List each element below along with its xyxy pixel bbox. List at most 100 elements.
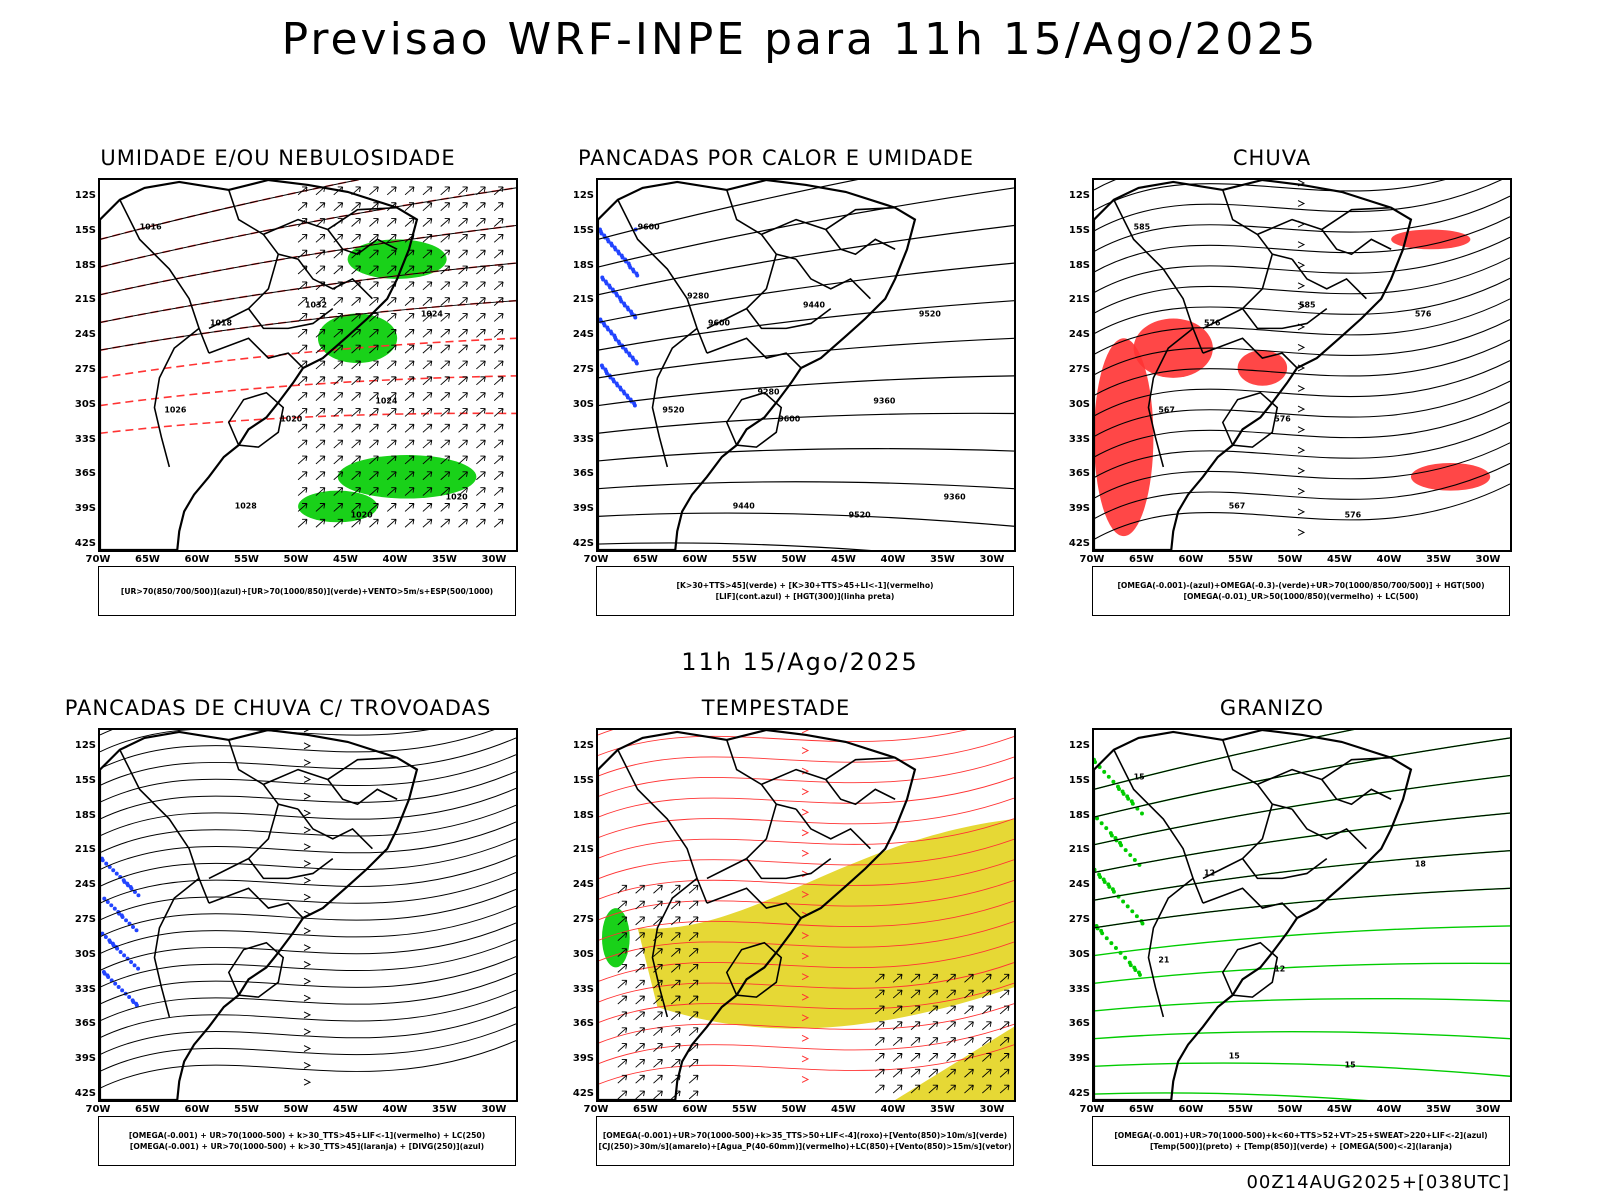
marker-dot bbox=[120, 914, 125, 919]
streamline bbox=[100, 730, 430, 753]
wind-vector bbox=[670, 1011, 681, 1021]
marker-dot bbox=[622, 391, 627, 396]
contour-label: 21 bbox=[1158, 955, 1169, 964]
border-line bbox=[706, 803, 778, 880]
wind-vector bbox=[458, 455, 468, 465]
wind-vector bbox=[928, 1068, 939, 1078]
border-line bbox=[1257, 756, 1392, 786]
wind-vector bbox=[333, 249, 344, 259]
forecast-map: 15 12 12 15 18 21 15 bbox=[1092, 728, 1512, 1102]
wind-vector bbox=[946, 973, 956, 983]
wind-vector bbox=[315, 408, 326, 417]
wind-vector bbox=[670, 964, 681, 973]
longitude-label: 45W bbox=[831, 554, 856, 565]
marker-dot bbox=[1121, 791, 1126, 796]
wind-vector bbox=[476, 439, 486, 449]
wind-vector bbox=[476, 503, 486, 512]
marker-dot bbox=[1113, 946, 1118, 950]
latitude-label: 33S bbox=[1068, 983, 1090, 995]
wind-vector bbox=[404, 455, 415, 465]
contour-line bbox=[1094, 774, 1510, 846]
wind-vector bbox=[493, 471, 504, 481]
marker-dot bbox=[1140, 921, 1145, 926]
shaded-area bbox=[1237, 350, 1288, 386]
wind-vector bbox=[386, 313, 397, 322]
marker-dot bbox=[1107, 884, 1112, 889]
contour-line bbox=[598, 224, 1014, 296]
latitude-label: 18S bbox=[1068, 809, 1090, 821]
wind-vector bbox=[670, 932, 681, 942]
wind-vector bbox=[910, 1068, 921, 1078]
wind-vector bbox=[351, 297, 361, 306]
marker-dot bbox=[1098, 875, 1103, 880]
wind-vector bbox=[476, 408, 486, 417]
wind-vector bbox=[297, 344, 308, 354]
border-line bbox=[617, 199, 708, 354]
streamline bbox=[598, 838, 1014, 880]
wind-vector bbox=[476, 487, 486, 496]
latitude-label: 33S bbox=[74, 433, 96, 445]
legend-box: [K>30+TTS>45](verde) + [K>30+TTS>45+LI<-… bbox=[596, 566, 1014, 616]
marker-dot bbox=[1111, 889, 1116, 894]
wind-vector bbox=[369, 423, 379, 433]
wind-vector bbox=[635, 1058, 645, 1068]
longitude-label: 65W bbox=[633, 554, 658, 565]
wind-vector bbox=[404, 186, 415, 196]
wind-vector bbox=[315, 249, 326, 259]
marker-dot bbox=[631, 357, 636, 362]
border-line bbox=[1113, 199, 1204, 354]
wind-vector bbox=[999, 1084, 1010, 1094]
wind-vector bbox=[875, 989, 885, 999]
wind-vector bbox=[670, 884, 681, 894]
wind-vector bbox=[440, 487, 451, 496]
wind-vector bbox=[653, 884, 663, 894]
wind-vector bbox=[476, 265, 486, 275]
wind-vector bbox=[440, 408, 451, 417]
marker-dot bbox=[102, 971, 107, 976]
marker-dot bbox=[1102, 879, 1107, 884]
wind-vector bbox=[653, 1074, 663, 1084]
marker-dot bbox=[132, 963, 137, 968]
wind-vector bbox=[688, 948, 699, 957]
shaded-area bbox=[347, 239, 447, 279]
border-line bbox=[1202, 253, 1274, 330]
wind-vector bbox=[617, 916, 628, 926]
contour-line bbox=[1094, 730, 1354, 790]
longitude-label: 65W bbox=[1129, 554, 1154, 565]
forecast-map: 9600 9600 9600 9520 9520 9520 9440 9440 9360 9360… bbox=[596, 178, 1016, 552]
legend-text: [OMEGA(-0.001) + UR>70(1000-500) + k>30_… bbox=[128, 1131, 486, 1140]
border-line bbox=[119, 749, 210, 904]
wind-vector bbox=[297, 249, 308, 259]
contour-label: 9440 bbox=[803, 301, 826, 310]
wind-vector bbox=[297, 408, 308, 417]
wind-vector bbox=[964, 1021, 974, 1031]
streamline bbox=[1094, 236, 1510, 294]
longitude-label: 45W bbox=[333, 1104, 358, 1115]
map-panel: GRANIZO 15 12 12 15 18 21 15 12S 15S 18S 21S 24S 27S 3… bbox=[1042, 696, 1512, 1176]
streamline bbox=[598, 879, 1014, 921]
wind-vector bbox=[617, 1090, 628, 1100]
contour-line bbox=[598, 412, 1014, 434]
wind-vector bbox=[386, 455, 397, 465]
wind-vector bbox=[404, 518, 415, 528]
wind-vector bbox=[422, 233, 433, 243]
wind-vector bbox=[440, 344, 451, 354]
wind-vector bbox=[440, 186, 451, 196]
wind-vector bbox=[369, 249, 379, 259]
wind-vector bbox=[369, 376, 379, 386]
latitude-label: 33S bbox=[1068, 433, 1090, 445]
streamline bbox=[1094, 319, 1510, 376]
longitude-label: 55W bbox=[1228, 554, 1253, 565]
shaded-area bbox=[1410, 462, 1491, 491]
wind-vector bbox=[333, 233, 344, 243]
wind-vector bbox=[670, 979, 681, 989]
wind-vector bbox=[617, 979, 628, 989]
contour-line bbox=[598, 337, 1014, 379]
wind-vector bbox=[635, 1074, 645, 1084]
marker-dot bbox=[1132, 857, 1137, 862]
legend-box: [OMEGA(-0.001) + UR>70(1000-500) + k>30_… bbox=[98, 1116, 516, 1166]
contour-label: 9600 bbox=[708, 318, 731, 327]
border-line bbox=[1202, 803, 1274, 880]
wind-vector bbox=[617, 1058, 628, 1068]
streamline bbox=[100, 922, 516, 971]
